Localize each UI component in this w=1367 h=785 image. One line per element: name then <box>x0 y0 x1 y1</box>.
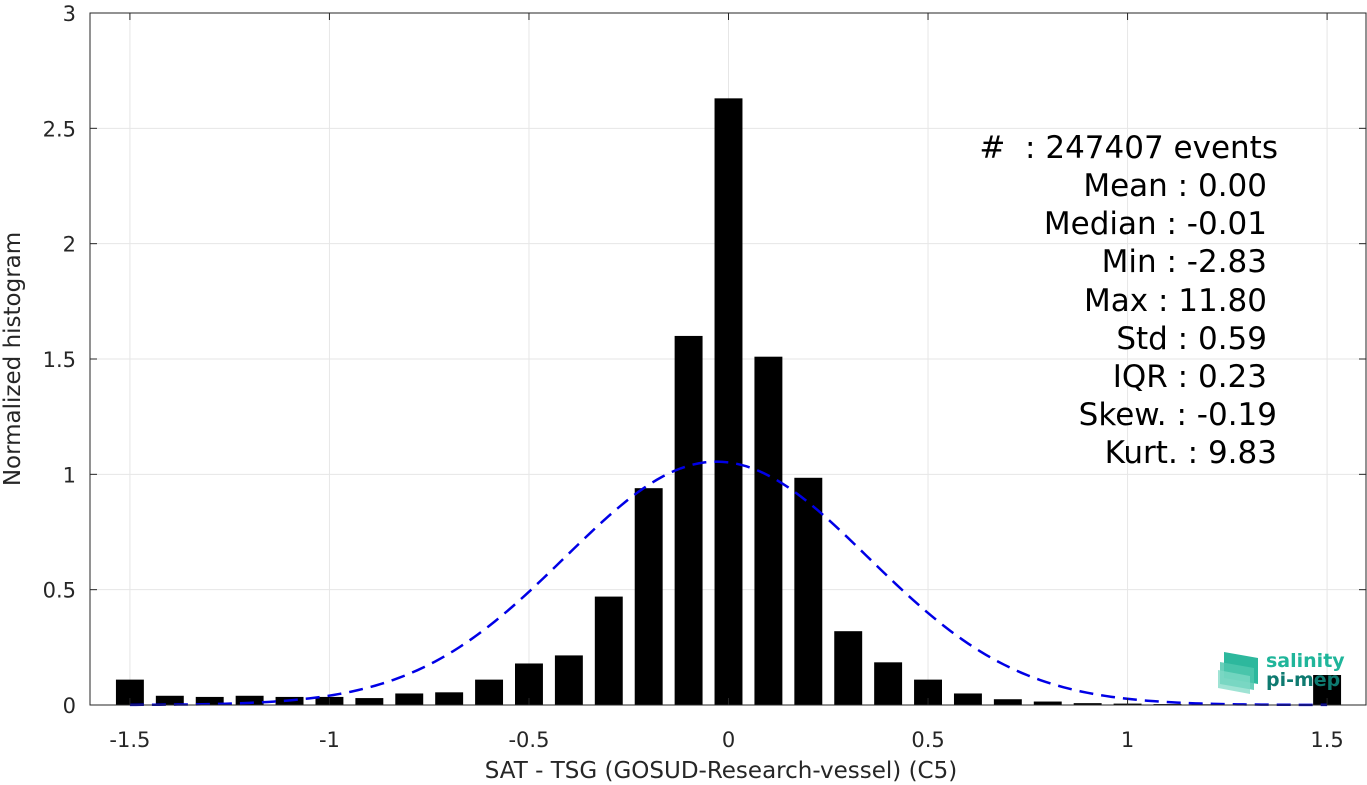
x-tick-label: -0.5 <box>508 728 549 752</box>
histogram-bar <box>235 695 264 705</box>
histogram-bar <box>395 693 424 705</box>
stat-iqr: IQR : 0.23 <box>1113 359 1267 395</box>
y-tick-label: 1.5 <box>43 348 76 372</box>
x-tick-label: 0 <box>722 728 735 752</box>
statistics-annotation: # : 247407 events Mean : 0.00 Median : -… <box>979 130 1278 471</box>
histogram-bar <box>874 662 903 705</box>
histogram-bar <box>355 698 384 705</box>
y-tick-label: 0 <box>63 694 76 718</box>
stat-mean: Mean : 0.00 <box>1083 168 1267 204</box>
histogram-bar <box>1073 703 1102 705</box>
y-tick-label: 0.5 <box>43 579 76 603</box>
logo-mark-icon <box>1218 652 1258 694</box>
histogram-bar <box>674 335 703 705</box>
stat-median: Median : -0.01 <box>1044 206 1267 242</box>
y-tick-label: 3 <box>63 2 76 26</box>
stat-min: Min : -2.83 <box>1102 244 1267 280</box>
stat-count: # : 247407 events <box>979 130 1278 166</box>
x-tick-label: 1 <box>1121 728 1134 752</box>
y-axis-ticks: 0 0.5 1 1.5 2 2.5 3 <box>43 2 1366 718</box>
stat-kurt: Kurt. : 9.83 <box>1105 435 1277 471</box>
x-tick-label: 1.5 <box>1310 728 1343 752</box>
histogram-bar <box>594 596 623 705</box>
histogram-bar <box>714 98 743 705</box>
histogram-bar <box>155 695 184 705</box>
histogram-bar <box>993 699 1022 705</box>
x-tick-label: 0.5 <box>911 728 944 752</box>
salinity-pi-mep-logo: salinity pi-mep <box>1218 650 1345 694</box>
histogram-bar <box>634 488 663 705</box>
x-tick-label: -1.5 <box>109 728 150 752</box>
x-axis-label: SAT - TSG (GOSUD-Research-vessel) (C5) <box>485 758 957 784</box>
stat-skew: Skew. : -0.19 <box>1079 397 1277 433</box>
logo-text-pi-mep: pi-mep <box>1266 669 1340 691</box>
histogram-bars <box>115 98 1342 705</box>
x-axis-ticks: -1.5 -1 -0.5 0 0.5 1 1.5 <box>109 13 1344 752</box>
logo-text-salinity: salinity <box>1266 650 1345 672</box>
x-tick-label: -1 <box>319 728 340 752</box>
histogram-bar <box>754 356 783 705</box>
y-tick-label: 2 <box>63 233 76 257</box>
y-tick-label: 2.5 <box>43 117 76 141</box>
y-axis-label: Normalized histogram <box>0 232 26 486</box>
stat-std: Std : 0.59 <box>1116 321 1267 357</box>
histogram-bar <box>554 655 583 705</box>
histogram-bar <box>1033 701 1062 705</box>
histogram-bar <box>435 692 464 705</box>
stat-max: Max : 11.80 <box>1084 283 1267 319</box>
histogram-bar <box>794 477 823 705</box>
histogram-bar <box>953 693 982 705</box>
histogram-bar <box>475 679 504 705</box>
histogram-bar <box>195 696 224 705</box>
histogram-bar <box>834 631 863 705</box>
y-tick-label: 1 <box>63 463 76 487</box>
